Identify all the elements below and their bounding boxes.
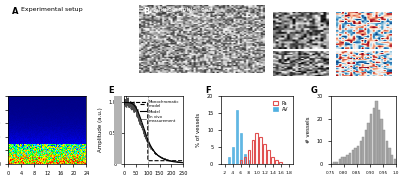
- Bar: [244, 157, 246, 164]
- Bar: [336, 161, 338, 164]
- Y-axis label: Amplitude (a.u.): Amplitude (a.u.): [98, 108, 103, 152]
- Model: [179, 162, 184, 164]
- Text: G: G: [311, 86, 318, 95]
- Line: Model: Model: [124, 103, 183, 163]
- Bar: [264, 143, 266, 164]
- Bar: [346, 155, 349, 164]
- Bar: [344, 157, 346, 164]
- Bar: [365, 130, 367, 164]
- Bar: [362, 137, 364, 164]
- Bar: [352, 150, 354, 164]
- Bar: [272, 157, 274, 164]
- Bar: [386, 141, 388, 164]
- Bar: [244, 154, 246, 164]
- Y-axis label: % of vessels: % of vessels: [196, 113, 202, 147]
- Bar: [354, 148, 357, 164]
- In vivo
measurement: [180, 161, 185, 164]
- Monochromatic
model: [150, 160, 155, 162]
- Bar: [388, 148, 391, 164]
- Bar: [357, 146, 359, 164]
- Text: E: E: [108, 86, 113, 95]
- Model: [170, 161, 175, 163]
- Bar: [260, 137, 262, 164]
- Text: B: B: [143, 7, 150, 16]
- Bar: [228, 157, 230, 164]
- Bar: [372, 108, 375, 164]
- Model: [150, 148, 155, 150]
- Model: [150, 148, 155, 150]
- Text: Transverse view: Transverse view: [348, 51, 381, 55]
- Legend: Monochromatic
model, Model, In vivo
measurement: Monochromatic model, Model, In vivo meas…: [139, 98, 181, 125]
- Bar: [383, 130, 386, 164]
- Model: [181, 162, 186, 164]
- In vivo
measurement: [157, 155, 162, 157]
- Bar: [375, 101, 378, 164]
- In vivo
measurement: [150, 148, 155, 150]
- Monochromatic
model: [180, 160, 184, 162]
- Legend: Pa, AV: Pa, AV: [271, 99, 290, 114]
- Bar: [248, 160, 250, 164]
- Model: [154, 153, 158, 155]
- In vivo
measurement: [124, 95, 129, 97]
- Bar: [248, 150, 250, 164]
- Line: Monochromatic
model: Monochromatic model: [124, 103, 183, 161]
- Bar: [280, 162, 282, 164]
- In vivo
measurement: [150, 148, 155, 151]
- Text: Transverse view: Transverse view: [292, 51, 325, 55]
- Monochromatic
model: [181, 160, 186, 162]
- Bar: [394, 159, 396, 164]
- Text: Coronal plane: Coronal plane: [294, 31, 322, 35]
- Text: ↑↓ Flow direction: ↑↓ Flow direction: [355, 67, 392, 71]
- Bar: [240, 134, 242, 164]
- Bar: [268, 150, 270, 164]
- Model: [122, 101, 127, 104]
- Monochromatic
model: [150, 160, 155, 162]
- Bar: [338, 159, 341, 164]
- In vivo
measurement: [122, 99, 127, 101]
- Bar: [333, 161, 336, 164]
- Text: Experimental setup: Experimental setup: [21, 7, 83, 12]
- Text: μDoppler image: μDoppler image: [289, 7, 328, 12]
- Bar: [367, 123, 370, 164]
- Model: [157, 155, 162, 158]
- Bar: [232, 147, 234, 164]
- Text: Coronal plane: Coronal plane: [350, 31, 379, 35]
- In vivo
measurement: [181, 161, 186, 164]
- Line: In vivo
measurement: In vivo measurement: [124, 96, 183, 163]
- Bar: [236, 110, 238, 164]
- Bar: [256, 134, 258, 164]
- Bar: [276, 160, 278, 164]
- Text: A: A: [12, 7, 18, 16]
- Monochromatic
model: [154, 160, 159, 162]
- Y-axis label: # vessels: # vessels: [306, 117, 311, 143]
- Bar: [240, 160, 242, 164]
- Bar: [391, 155, 393, 164]
- Bar: [252, 140, 254, 164]
- Text: F: F: [205, 86, 211, 95]
- Monochromatic
model: [157, 160, 162, 162]
- Bar: [370, 114, 372, 164]
- In vivo
measurement: [180, 161, 184, 163]
- Monochromatic
model: [122, 101, 127, 104]
- Bar: [378, 110, 380, 164]
- Text: C: C: [272, 7, 278, 16]
- Bar: [341, 157, 344, 164]
- In vivo
measurement: [170, 160, 175, 162]
- Monochromatic
model: [170, 160, 175, 162]
- Text: Flow directionality: Flow directionality: [342, 7, 387, 12]
- In vivo
measurement: [154, 153, 159, 155]
- Text: Angiographic scan: Angiographic scan: [154, 7, 212, 12]
- Bar: [349, 153, 351, 164]
- Bar: [380, 119, 383, 164]
- Bar: [360, 141, 362, 164]
- Monochromatic
model: [146, 160, 150, 162]
